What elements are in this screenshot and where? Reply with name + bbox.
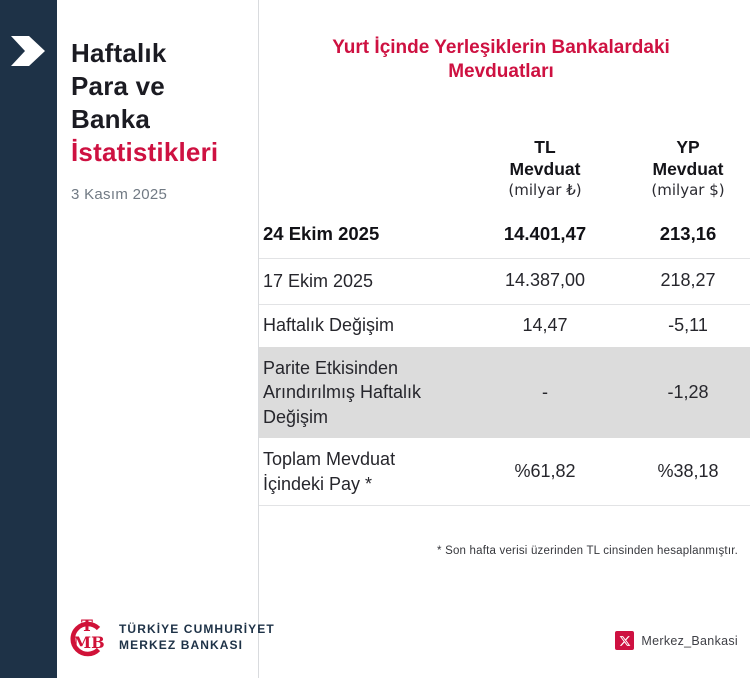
table-row: 24 Ekim 2025 14.401,47 213,16: [259, 212, 750, 259]
column-unit-yp: (milyar $): [651, 181, 725, 199]
table-row-highlighted: Parite Etkisinden Arındırılmış Haftalık …: [259, 346, 750, 438]
report-date: 3 Kasım 2025: [71, 186, 168, 203]
title-line: Para ve: [71, 71, 165, 101]
accent-sidebar: [0, 0, 57, 678]
svg-text:T: T: [81, 616, 93, 635]
row-value-tl: 14.387,00: [504, 270, 586, 291]
row-label: 24 Ekim 2025: [263, 223, 380, 244]
row-value-yp: 218,27: [660, 270, 716, 291]
bank-name-line: TÜRKİYE CUMHURİYET: [119, 622, 275, 636]
x-account-link[interactable]: Merkez_Bankasi: [615, 631, 738, 650]
x-handle: Merkez_Bankasi: [641, 633, 738, 648]
title-line: Haftalık: [71, 38, 167, 68]
footnote: * Son hafta verisi üzerinden TL cinsinde…: [437, 545, 738, 557]
table-title-line: Yurt İçinde Yerleşiklerin Bankalardaki: [332, 37, 670, 58]
table-title: Yurt İçinde Yerleşiklerin Bankalardaki M…: [262, 36, 740, 84]
row-label: Toplam Mevduat İçindeki Pay *: [263, 449, 396, 494]
table-row: 17 Ekim 2025 14.387,00 218,27: [259, 259, 750, 305]
row-value-yp: %38,18: [657, 461, 719, 481]
row-value-tl: %61,82: [514, 461, 576, 481]
svg-text:MB: MB: [73, 633, 104, 652]
panel-divider: [258, 0, 259, 678]
deposits-table: TL Mevduat (milyar ₺) YP Mevduat (milyar…: [259, 130, 750, 506]
row-value-tl: -: [542, 381, 548, 402]
row-value-yp: 213,16: [659, 223, 717, 245]
row-label: Parite Etkisinden Arındırılmış Haftalık …: [263, 357, 422, 427]
table-row: Haftalık Değişim 14,47 -5,11: [259, 305, 750, 347]
bank-logo: T MB TÜRKİYE CUMHURİYET MERKEZ BANKASI: [64, 614, 275, 660]
row-value-tl: 14,47: [522, 314, 568, 335]
row-value-tl: 14.401,47: [503, 223, 587, 245]
tcmb-emblem-icon: T MB: [70, 616, 105, 657]
column-header-tl: TL Mevduat (milyar ₺): [452, 136, 638, 200]
row-label: 17 Ekim 2025: [263, 270, 374, 291]
row-value-yp: -1,28: [667, 381, 709, 402]
x-logo-icon: [615, 631, 635, 650]
table-header-row: TL Mevduat (milyar ₺) YP Mevduat (milyar…: [259, 130, 750, 200]
table-title-line: Mevduatları: [448, 61, 554, 82]
row-label: Haftalık Değişim: [263, 315, 395, 335]
column-header-yp: YP Mevduat (milyar $): [638, 136, 738, 200]
title-line: Banka: [71, 104, 151, 134]
table-row: Toplam Mevduat İçindeki Pay * %61,82 %38…: [259, 438, 750, 506]
page-title: Haftalık Para ve Banka İstatistikleri: [71, 37, 257, 169]
column-unit-tl: (milyar ₺): [508, 181, 582, 199]
row-value-yp: -5,11: [668, 314, 708, 335]
bank-name: TÜRKİYE CUMHURİYET MERKEZ BANKASI: [119, 621, 275, 653]
bank-name-line: MERKEZ BANKASI: [119, 638, 244, 652]
title-line-accent: İstatistikleri: [71, 137, 219, 167]
chevron-right-icon: [11, 36, 45, 66]
